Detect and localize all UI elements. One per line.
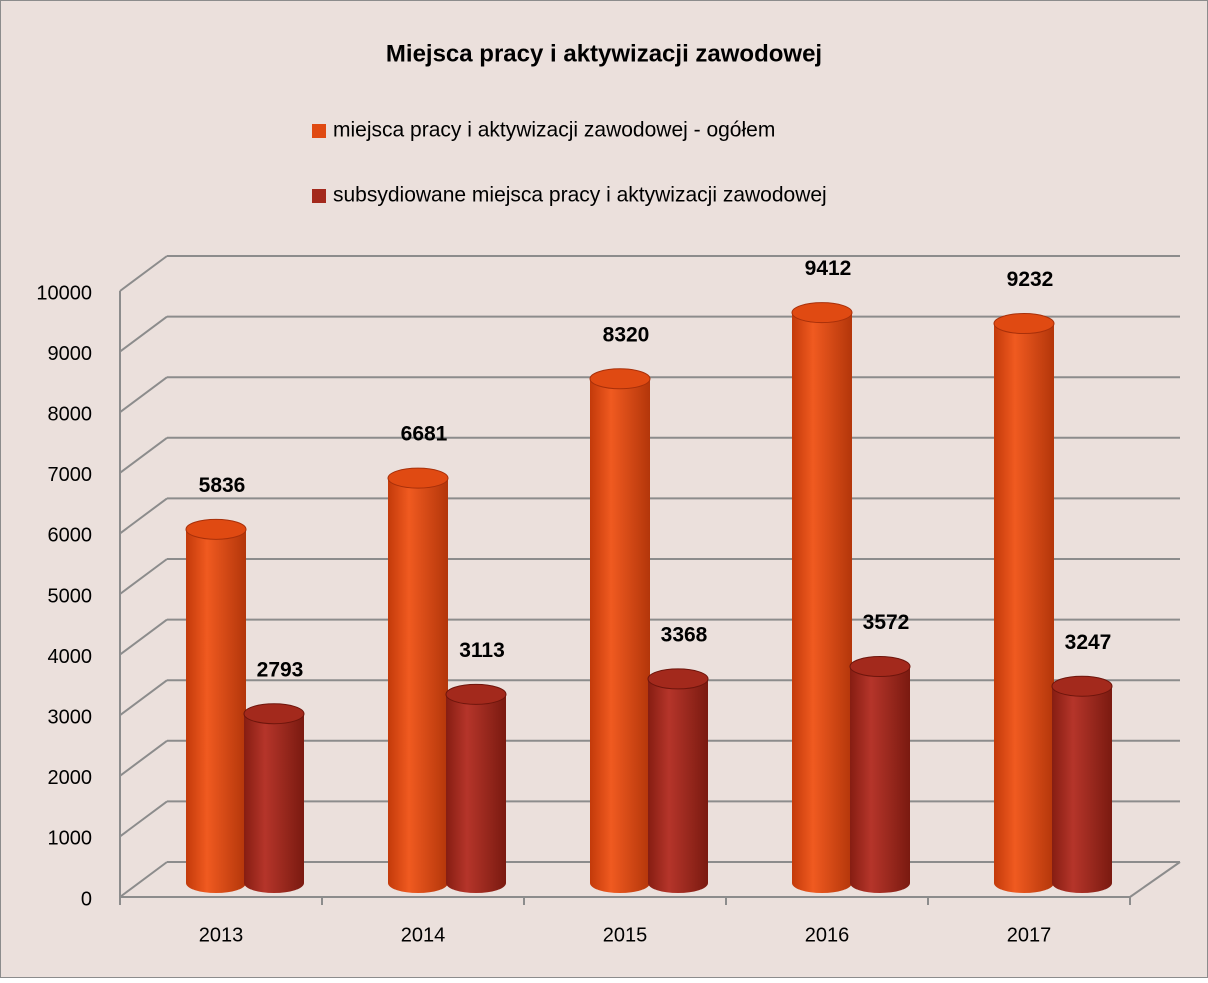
grid-line-depth xyxy=(119,618,168,656)
y-tick-label: 5000 xyxy=(48,585,93,607)
x-tick-label: 2014 xyxy=(401,924,446,946)
legend-swatch xyxy=(312,124,326,138)
y-tick-label: 6000 xyxy=(48,525,93,547)
y-tick-label: 1000 xyxy=(48,828,93,850)
bar-top xyxy=(993,313,1055,335)
data-label: 6681 xyxy=(401,423,448,446)
bar xyxy=(186,519,246,893)
bar-top xyxy=(1051,675,1113,697)
grid-line-depth xyxy=(119,255,168,292)
grid-line-depth xyxy=(119,497,168,535)
floor-edge xyxy=(1129,861,1181,898)
bar xyxy=(590,368,650,894)
bar-top xyxy=(647,668,709,690)
grid-line-depth xyxy=(119,376,168,414)
legend-label: subsydiowane miejsca pracy i aktywizacji… xyxy=(333,184,827,207)
x-tick-label: 2013 xyxy=(199,924,244,946)
bar xyxy=(792,302,852,893)
bar xyxy=(648,668,708,893)
y-tick-label: 10000 xyxy=(36,282,92,304)
bar-top xyxy=(185,518,247,540)
data-label: 2793 xyxy=(257,658,304,681)
bar-top xyxy=(445,683,507,705)
grid-line-depth xyxy=(119,679,168,717)
bar-top xyxy=(387,467,449,489)
grid-line-depth xyxy=(119,800,168,838)
data-label: 5836 xyxy=(199,474,246,497)
bar xyxy=(994,313,1054,894)
bar xyxy=(850,656,910,893)
bar xyxy=(244,703,304,893)
data-label: 8320 xyxy=(603,323,650,346)
grid-line-depth xyxy=(119,558,168,595)
grid-line-depth xyxy=(119,739,168,777)
y-tick-label: 2000 xyxy=(48,767,93,789)
x-tick-label: 2016 xyxy=(805,924,850,946)
data-label: 9232 xyxy=(1007,268,1054,291)
data-label: 9412 xyxy=(805,257,852,280)
grid-line-depth xyxy=(119,315,168,353)
bar xyxy=(446,684,506,893)
x-tick-label: 2015 xyxy=(603,924,648,946)
data-label: 3572 xyxy=(863,611,910,634)
data-label: 3113 xyxy=(459,639,505,662)
y-tick-label: 4000 xyxy=(48,646,93,668)
data-label: 3247 xyxy=(1065,631,1112,654)
grid-line-depth xyxy=(119,436,168,474)
y-tick-label: 0 xyxy=(81,888,92,910)
legend-swatch xyxy=(312,189,326,203)
bar xyxy=(388,468,448,893)
y-tick-label: 8000 xyxy=(48,403,93,425)
bar-top xyxy=(589,368,651,390)
grid-line-depth xyxy=(119,861,168,898)
bar-top xyxy=(849,656,911,678)
x-tick-label: 2017 xyxy=(1007,924,1052,946)
legend-label: miejsca pracy i aktywizacji zawodowej - … xyxy=(333,119,775,142)
y-tick-label: 7000 xyxy=(48,464,93,486)
bar xyxy=(1052,676,1112,893)
y-tick-label: 3000 xyxy=(48,706,93,728)
chart-title: Miejsca pracy i aktywizacji zawodowej xyxy=(386,40,822,67)
y-tick-label: 9000 xyxy=(48,343,93,365)
bar-top xyxy=(243,703,305,725)
bar-top xyxy=(791,302,853,324)
data-label: 3368 xyxy=(661,623,708,646)
